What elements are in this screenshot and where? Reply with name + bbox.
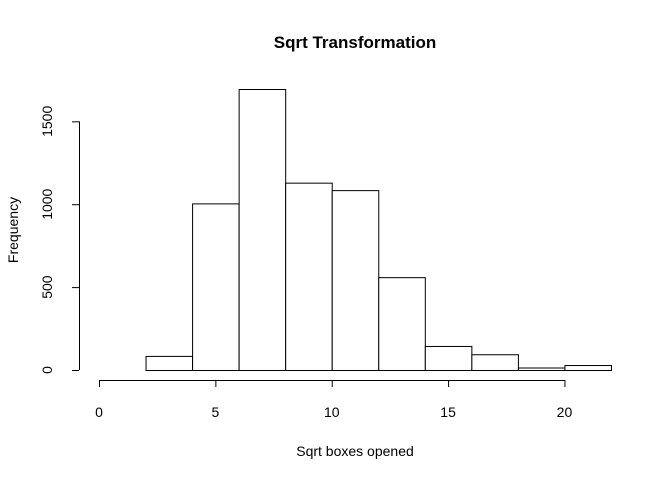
y-tick-label: 1500 <box>39 106 55 137</box>
x-tick-label: 0 <box>95 404 103 420</box>
y-tick-label: 1000 <box>39 188 55 219</box>
histogram-bars <box>145 89 612 372</box>
chart-title: Sqrt Transformation <box>274 33 436 52</box>
histogram-bar <box>564 365 612 372</box>
histogram-bar <box>378 277 426 371</box>
y-axis: 0 500 1000 1500 <box>39 106 80 374</box>
histogram-bar <box>192 203 240 371</box>
histogram-bar <box>238 89 287 371</box>
y-axis-label: Frequency <box>5 197 21 263</box>
x-tick-label: 5 <box>211 404 219 420</box>
y-tick-label: 500 <box>39 275 55 299</box>
histogram-bar <box>471 354 519 371</box>
x-tick-label: 10 <box>324 404 340 420</box>
histogram-bar <box>517 367 566 372</box>
histogram-bar <box>331 190 380 371</box>
histogram-bar <box>145 355 194 372</box>
x-tick-label: 20 <box>557 404 573 420</box>
x-tick-label: 15 <box>440 404 456 420</box>
histogram-bar <box>285 182 333 371</box>
x-axis: 0 5 10 15 20 <box>95 380 572 420</box>
y-tick-label: 0 <box>39 366 55 374</box>
histogram-bar <box>424 345 473 371</box>
x-axis-label: Sqrt boxes opened <box>296 443 414 459</box>
